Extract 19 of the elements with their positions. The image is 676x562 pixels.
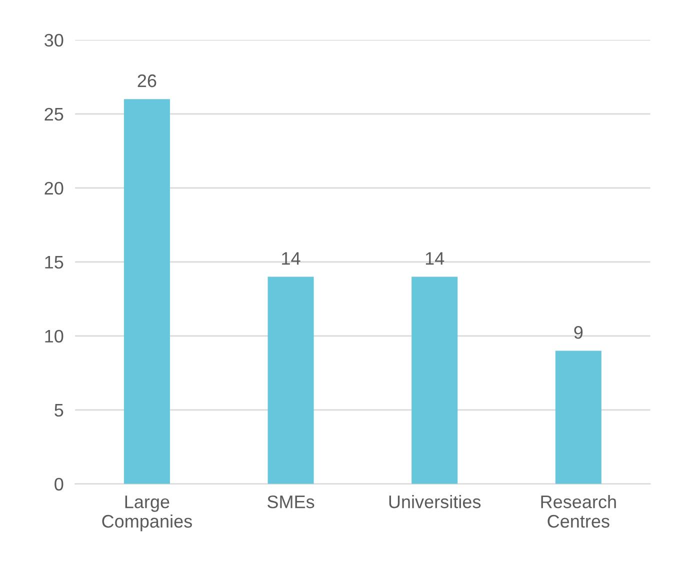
data-label: 14 (426, 252, 444, 265)
bar (555, 350, 602, 484)
y-tick-label: 10 (45, 330, 64, 343)
x-tick-label: Large Companies (102, 496, 192, 532)
y-tick-label: 5 (54, 404, 64, 417)
data-label: 9 (574, 326, 583, 339)
x-tick-label: SMEs (268, 495, 314, 508)
data-label: 26 (138, 74, 156, 88)
bar (268, 276, 314, 484)
y-tick-label: 20 (44, 182, 64, 195)
y-tick-label: 25 (44, 108, 64, 121)
x-tick-label: Universities (389, 494, 481, 508)
y-tick-label: 0 (54, 478, 64, 491)
x-tick-label: Research Centres (541, 494, 616, 528)
bar (124, 99, 170, 484)
y-tick-label: 30 (44, 34, 64, 47)
data-label: 14 (282, 252, 300, 265)
y-tick-label: 15 (45, 256, 64, 269)
bar (412, 276, 458, 484)
